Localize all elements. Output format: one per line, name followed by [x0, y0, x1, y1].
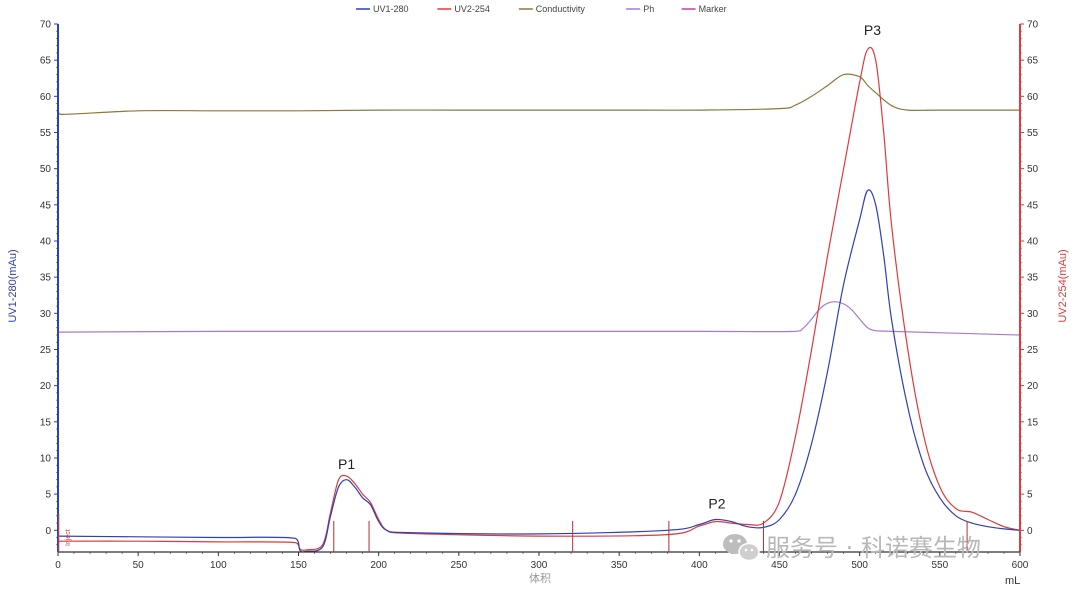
left-y-tick-label: 70 [40, 20, 52, 31]
series-line-conductivity [57, 73, 1020, 115]
peak-label-p2: P2 [708, 496, 725, 512]
x-tick-label: 400 [691, 560, 708, 571]
peak-label-p1: P1 [338, 456, 355, 472]
series-line-ph [57, 301, 1021, 336]
right-y-tick-label: 60 [1027, 92, 1039, 103]
x-tick-label: 0 [55, 560, 61, 571]
left-y-tick-label: 20 [40, 381, 52, 392]
right-y-tick-label: 30 [1027, 309, 1039, 320]
right-y-tick-label: 15 [1027, 417, 1039, 428]
legend-entry: UV1-280 [373, 4, 409, 14]
right-y-tick-label: 65 [1027, 56, 1039, 67]
right-y-tick-label: 35 [1027, 273, 1039, 284]
right-y-tick-label: 50 [1027, 164, 1039, 175]
left-y-tick-label: 65 [40, 56, 52, 67]
series-line-uv1-280 [57, 189, 1021, 553]
x-tick-label: 600 [1012, 560, 1029, 571]
left-y-tick-label: 5 [45, 490, 51, 501]
left-y-tick-label: 25 [40, 345, 52, 356]
left-y-tick-label: 40 [40, 236, 52, 247]
right-y-tick-label: 0 [1027, 526, 1033, 537]
wechat-icon [723, 534, 760, 562]
legend: UV1-280 UV2-254 Conductivity Ph Marker [356, 4, 727, 14]
x-tick-label: 100 [210, 560, 227, 571]
right-y-tick-label: 40 [1027, 236, 1039, 247]
legend-entry: Marker [699, 4, 727, 14]
legend-entry: Conductivity [536, 4, 586, 14]
left-y-axis-title: UV1-280(mAu) [7, 249, 19, 322]
watermark-text: 服务号 · 科诺赛生物 [766, 534, 981, 562]
left-y-tick-label: 50 [40, 164, 52, 175]
x-tick-label: 250 [450, 560, 467, 571]
x-tick-label: 300 [531, 560, 548, 571]
legend-entry: Ph [643, 4, 654, 14]
right-y-tick-label: 5 [1027, 490, 1033, 501]
x-tick-label: 150 [290, 560, 307, 571]
left-y-tick-label: 35 [40, 273, 52, 284]
left-y-tick-label: 15 [40, 417, 52, 428]
inject-marker-label: Inject [65, 529, 72, 546]
x-axis-unit: mL [1005, 575, 1020, 587]
left-y-tick-label: 0 [45, 526, 51, 537]
x-tick-label: 350 [611, 560, 628, 571]
right-y-axis-title: UV2-254(mAu) [1057, 249, 1069, 322]
x-tick-label: 450 [771, 560, 788, 571]
right-y-tick-label: 25 [1027, 345, 1039, 356]
x-tick-label: 50 [133, 560, 145, 571]
peak-label-p3: P3 [864, 22, 881, 38]
legend-entry: UV2-254 [454, 4, 490, 14]
series-line-uv2-254 [57, 46, 1021, 551]
x-tick-label: 550 [931, 560, 948, 571]
right-y-tick-label: 20 [1027, 381, 1039, 392]
left-y-tick-label: 55 [40, 128, 52, 139]
left-y-tick-label: 30 [40, 309, 52, 320]
left-y-tick-label: 45 [40, 200, 52, 211]
annotations-group: P1 P2 P3 [58, 22, 968, 552]
x-tick-label: 500 [851, 560, 868, 571]
right-y-tick-label: 10 [1027, 453, 1039, 464]
right-y-tick-label: 55 [1027, 128, 1039, 139]
watermark: 服务号 · 科诺赛生物 [723, 534, 981, 562]
left-y-tick-label: 10 [40, 453, 52, 464]
right-y-tick-label: 70 [1027, 20, 1039, 31]
left-y-tick-label: 60 [40, 92, 52, 103]
plot-series-group [57, 46, 1021, 553]
right-y-tick-label: 45 [1027, 200, 1039, 211]
x-axis-title: 体积 [529, 571, 551, 585]
x-tick-label: 200 [370, 560, 387, 571]
